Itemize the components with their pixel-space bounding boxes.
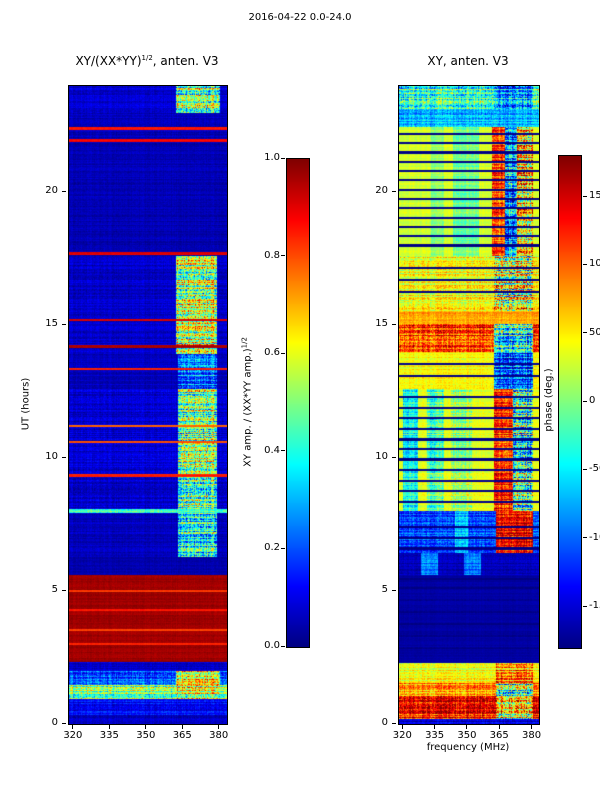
x-tick-label: 380 (521, 730, 542, 741)
x-axis-label: frequency (MHz) (426, 742, 510, 753)
x-tick-mark (181, 725, 183, 729)
x-tick-label: 350 (136, 730, 156, 741)
x-tick-mark (466, 725, 468, 729)
y-tick-label: 15 (45, 318, 58, 330)
x-tick-mark (401, 725, 403, 729)
x-tick-label: 365 (489, 730, 509, 741)
y-tick-label: 5 (381, 584, 388, 596)
y-tick-mark (392, 456, 396, 458)
right-colorbar (558, 155, 582, 649)
x-tick-label: 320 (392, 730, 412, 741)
colorbar-tick-label: 0.6 (264, 347, 280, 359)
colorbar-tick-label: 0.8 (264, 249, 280, 261)
figure-title: 2016-04-22 0.0-24.0 (248, 12, 352, 23)
colorbar-tick-mark (583, 605, 587, 607)
left-colorbar-label-sup: 1/2 (240, 337, 249, 349)
left-plot-title-post: , anten. V3 (152, 54, 219, 68)
left-plot-title-sup: 1/2 (141, 54, 153, 62)
y-tick-mark (62, 190, 66, 192)
colorbar-tick-mark (583, 332, 587, 334)
x-tick-mark (498, 725, 500, 729)
left-colorbar (286, 158, 310, 648)
left-plot-title: XY/(XX*YY)1/2, anten. V3 (47, 54, 247, 68)
colorbar-tick-mark (583, 195, 587, 197)
colorbar-tick-mark (583, 468, 587, 470)
x-tick-label: 335 (425, 730, 445, 741)
colorbar-tick-mark (281, 450, 285, 452)
y-tick-label: 10 (375, 451, 388, 463)
colorbar-tick-mark (281, 645, 285, 647)
y-tick-label: 20 (45, 185, 58, 197)
colorbar-tick-label: 100 (589, 258, 600, 270)
colorbar-tick-mark (281, 352, 285, 354)
colorbar-tick-label: -100 (589, 531, 600, 543)
y-tick-label: 15 (375, 318, 388, 330)
x-tick-label: 335 (99, 730, 119, 741)
left-colorbar-label: XY amp. / (XX*YY amp.)1/2 (240, 337, 253, 467)
y-tick-label: 5 (51, 584, 58, 596)
x-tick-label: 380 (209, 730, 229, 741)
right-plot-title-pre: XY, anten. V3 (427, 54, 509, 68)
y-tick-mark (62, 722, 66, 724)
y-tick-label: 0 (51, 717, 58, 728)
colorbar-tick-label: 0.4 (264, 444, 280, 456)
x-tick-mark (108, 725, 110, 729)
x-tick-label: 320 (63, 730, 83, 741)
right-colorbar-label-pre: phase (deg.) (543, 368, 555, 432)
y-tick-mark (392, 323, 396, 325)
y-tick-mark (392, 190, 396, 192)
colorbar-tick-label: 1.0 (264, 152, 280, 163)
left-plot-title-pre: XY/(XX*YY) (75, 54, 142, 68)
left-heatmap (68, 85, 228, 725)
colorbar-tick-mark (583, 263, 587, 265)
right-colorbar-label: phase (deg.) (541, 368, 555, 432)
y-tick-mark (62, 589, 66, 591)
colorbar-tick-label: 0 (589, 395, 596, 406)
colorbar-tick-mark (281, 547, 285, 549)
x-tick-mark (531, 725, 533, 729)
y-tick-mark (62, 323, 66, 325)
x-tick-label: 365 (172, 730, 192, 741)
y-tick-mark (392, 722, 396, 724)
y-axis-label: UT (hours) (20, 377, 32, 431)
x-tick-mark (218, 725, 220, 729)
right-plot-title: XY, anten. V3 (398, 54, 538, 68)
x-tick-mark (72, 725, 74, 729)
x-tick-label: 350 (457, 730, 477, 741)
colorbar-tick-mark (583, 537, 587, 539)
colorbar-tick-label: 0.2 (264, 542, 280, 554)
right-heatmap (398, 85, 540, 725)
x-tick-mark (145, 725, 147, 729)
colorbar-tick-label: -50 (589, 463, 600, 475)
colorbar-tick-mark (583, 400, 587, 402)
colorbar-tick-label: 0.0 (264, 640, 280, 651)
x-tick-mark (434, 725, 436, 729)
colorbar-tick-mark (281, 255, 285, 257)
colorbar-tick-label: -150 (589, 600, 600, 611)
y-tick-mark (62, 456, 66, 458)
colorbar-tick-label: 150 (589, 190, 600, 201)
y-tick-label: 20 (375, 185, 388, 197)
y-tick-label: 10 (45, 451, 58, 463)
colorbar-tick-mark (281, 157, 285, 159)
colorbar-tick-label: 50 (589, 326, 600, 338)
y-tick-label: 0 (381, 717, 388, 728)
y-tick-mark (392, 589, 396, 591)
left-colorbar-label-pre: XY amp. / (XX*YY amp.) (242, 348, 254, 467)
